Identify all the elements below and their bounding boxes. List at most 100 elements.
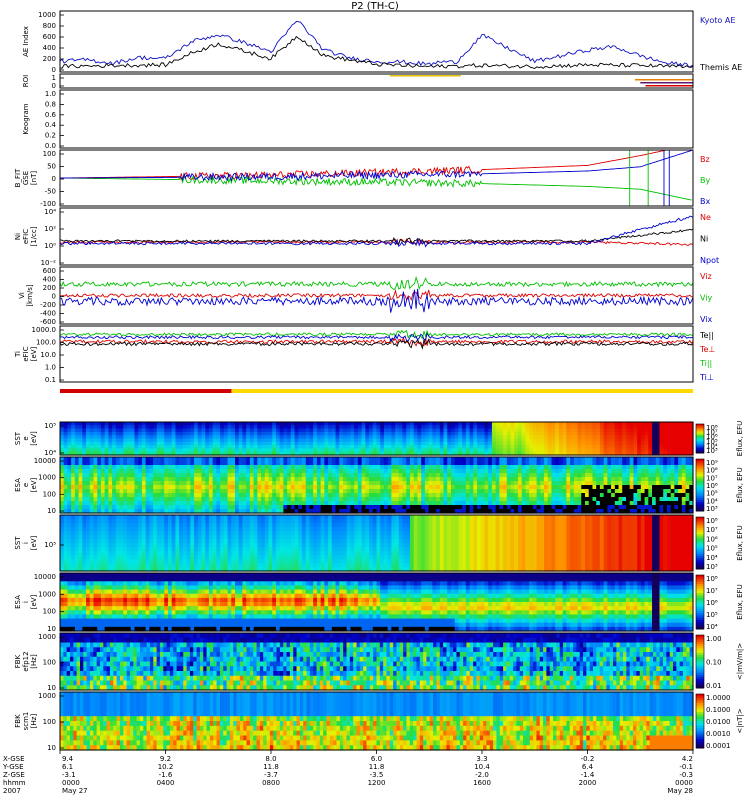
colorbar-tick: 1.00 bbox=[706, 635, 722, 643]
y-tick-label: 400 bbox=[43, 276, 56, 284]
x-tick-label: 3.3 bbox=[476, 755, 487, 763]
x-tick-label: -1.6 bbox=[159, 771, 173, 779]
panel-ae: AE Index 1000 800 600 400 200 0 Kyoto AE Themis … bbox=[22, 10, 742, 74]
series-te-perp bbox=[59, 336, 694, 347]
y-tick-label: 10⁵ bbox=[44, 422, 56, 430]
x-row-label: hhmm bbox=[3, 779, 26, 787]
y-tick-label: 1000 bbox=[38, 590, 56, 598]
legend-entry: Ti⊥ bbox=[699, 373, 714, 382]
panel-ylabel: SST bbox=[14, 431, 22, 445]
colorbar-tick: 10³ bbox=[706, 447, 718, 455]
panel-ylabel: FBK bbox=[14, 654, 22, 668]
y-tick-label: 0.1 bbox=[45, 376, 56, 384]
roi-bar bbox=[634, 79, 693, 81]
y-tick-label: 100 bbox=[43, 490, 56, 498]
colorbar-label: Eflux, EFU bbox=[736, 421, 744, 456]
colorbar-tick: 0.0010 bbox=[706, 730, 731, 738]
colorbar-tick: 0.0001 bbox=[706, 742, 731, 750]
panel-esa_e: ESA e [eV] 10000 1000 100 10 bbox=[14, 456, 694, 515]
plot-title: P2 (TH-C) bbox=[351, 1, 399, 12]
panel-ylabel: efp12 bbox=[22, 651, 30, 671]
colorbar-label: <|nT|> bbox=[736, 708, 744, 733]
colorbar-label: Eflux, EFU bbox=[736, 584, 744, 619]
esa_i-spectrogram bbox=[60, 573, 694, 632]
y-tick-label: 100 bbox=[43, 608, 56, 616]
y-tick-label: 1.0 bbox=[45, 90, 56, 98]
x-tick-label: 10.4 bbox=[474, 763, 490, 771]
panel-ylabel: [eV] bbox=[30, 431, 38, 446]
colorbar-tick: 0.1000 bbox=[706, 706, 731, 714]
panel-ylabel: eFIC bbox=[22, 346, 30, 361]
panel-ylabel: Ni bbox=[14, 233, 22, 240]
colorbar-tick: 10⁵ bbox=[706, 490, 718, 498]
panel-ylabel: ROI bbox=[22, 75, 30, 87]
colorbar-tick: 10⁴ bbox=[706, 554, 718, 562]
x-tick-label: 11.8 bbox=[369, 763, 385, 771]
colorbar-tick: 10⁹ bbox=[706, 459, 718, 467]
y-tick-label: 1000 bbox=[38, 633, 56, 641]
colorbar-tick: 10⁶ bbox=[706, 433, 718, 441]
y-tick-label: 10⁰ bbox=[44, 242, 56, 250]
y-tick-label: 100 bbox=[43, 659, 56, 667]
legend-entry: By bbox=[700, 176, 710, 185]
y-tick-label: 1.0 bbox=[45, 364, 56, 372]
panel-ylabel: [eV] bbox=[30, 535, 38, 550]
y-tick-label: 0.6 bbox=[45, 111, 57, 119]
y-tick-label: 10 bbox=[47, 507, 56, 515]
legend-entry: Bz bbox=[700, 155, 710, 164]
x-tick-label: -0.1 bbox=[679, 763, 693, 771]
panel-sst_i: SST i [eV] 10⁵ bbox=[14, 514, 694, 572]
y-tick-label: 200 bbox=[43, 284, 56, 292]
colorbar-tick: 10⁷ bbox=[706, 587, 718, 595]
x-tick-label: 2000 bbox=[579, 779, 597, 787]
y-tick-label: 0 bbox=[52, 175, 56, 183]
panel-keogram: Keogram 1.0 0.8 0.6 0.4 0.2 0.0 bbox=[22, 89, 694, 150]
y-tick-label: 800 bbox=[43, 22, 56, 30]
panel-ylabel: FBK bbox=[14, 714, 22, 728]
fbk1-spectrogram bbox=[60, 633, 694, 691]
y-tick-label: 10.0 bbox=[40, 351, 56, 359]
panel-ylabel: Ti bbox=[14, 351, 22, 358]
y-tick-label: -400 bbox=[40, 310, 56, 318]
series-te-par bbox=[59, 337, 694, 350]
y-tick-label: 10 bbox=[47, 744, 56, 752]
y-tick-label: 10² bbox=[44, 225, 56, 233]
y-tick-label: 200 bbox=[43, 55, 56, 63]
y-tick-label: 0.2 bbox=[45, 132, 56, 140]
x-tick-label: 6.4 bbox=[582, 763, 594, 771]
y-tick-label: 10⁴ bbox=[44, 449, 56, 457]
esa_e-spectrogram bbox=[60, 457, 694, 514]
y-tick-label: 10000 bbox=[34, 457, 56, 465]
x-tick-label: 11.8 bbox=[263, 763, 279, 771]
panel-ylabel: Keogram bbox=[22, 103, 30, 134]
colorbar-tick: 0.0100 bbox=[706, 718, 731, 726]
panel-sst_e: SST e [eV] 10⁵ 10⁴ bbox=[14, 421, 694, 457]
legend-entry: Ni bbox=[700, 235, 708, 244]
colorbar-tick: 10³ bbox=[706, 563, 718, 571]
panel-ylabel: B_FIT bbox=[14, 168, 22, 187]
y-tick-label: 0.8 bbox=[45, 100, 56, 108]
colorbar-tick: 10⁵ bbox=[706, 611, 718, 619]
colorbar-tick: 10⁴ bbox=[706, 623, 718, 631]
roi-bar bbox=[640, 82, 693, 84]
colorbar-tick: 10⁶ bbox=[706, 482, 718, 490]
legend-entry: Viy bbox=[700, 294, 713, 303]
y-tick-label: 1000.0 bbox=[32, 326, 57, 334]
legend-entry: Npot bbox=[700, 256, 719, 265]
x-row-label: Y-GSE bbox=[2, 763, 24, 771]
x-tick-label: -0.3 bbox=[679, 771, 693, 779]
x-tick-label: 6.0 bbox=[371, 755, 382, 763]
legend-entry: Te⊥ bbox=[699, 345, 715, 354]
series-themis-ae bbox=[59, 35, 694, 70]
y-tick-label: -100 bbox=[40, 200, 56, 208]
y-tick-label: 10⁵ bbox=[44, 541, 56, 549]
panel-ylabel: Vi bbox=[18, 292, 26, 299]
legend-entry: Kyoto AE bbox=[700, 16, 735, 25]
colorbar-tick: 10⁸ bbox=[706, 467, 718, 475]
x-tick-label: May 28 bbox=[667, 787, 693, 795]
